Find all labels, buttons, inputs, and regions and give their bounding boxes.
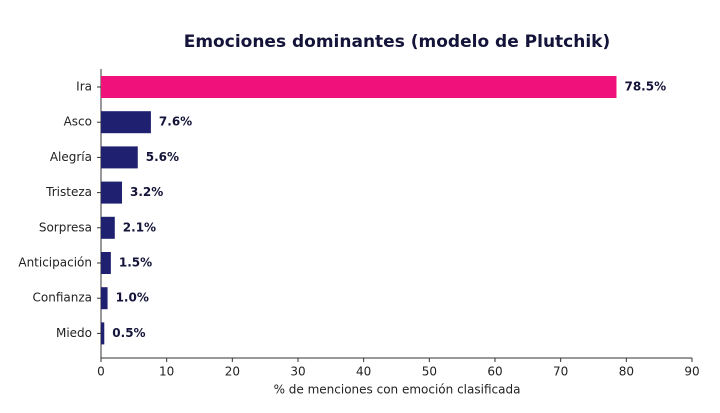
- x-axis-label: % de menciones con emoción clasificada: [274, 383, 521, 397]
- value-label: 3.2%: [130, 185, 163, 199]
- value-label: 0.5%: [112, 326, 145, 340]
- bar: [101, 287, 108, 310]
- bar: [101, 76, 617, 98]
- y-tick-label: Sorpresa: [39, 220, 92, 234]
- x-tick-label: 30: [290, 365, 305, 379]
- value-label: 7.6%: [159, 115, 192, 129]
- y-tick-label: Asco: [64, 115, 92, 129]
- bar: [101, 111, 151, 134]
- x-tick-label: 10: [159, 365, 174, 379]
- bar: [101, 252, 111, 274]
- y-tick-label: Miedo: [56, 326, 92, 340]
- chart-title: Emociones dominantes (modelo de Plutchik…: [184, 32, 611, 52]
- y-tick-label: Ira: [76, 80, 92, 94]
- value-label: 5.6%: [146, 150, 179, 164]
- x-tick-label: 20: [225, 365, 240, 379]
- bar: [101, 322, 105, 345]
- bar: [101, 146, 138, 169]
- value-label: 1.5%: [119, 256, 152, 270]
- bar: [101, 181, 123, 204]
- x-tick-label: 0: [97, 365, 105, 379]
- x-tick-label: 50: [422, 365, 437, 379]
- bar: [101, 216, 115, 239]
- x-tick-label: 70: [553, 365, 568, 379]
- value-label: 1.0%: [116, 291, 149, 305]
- x-tick-label: 90: [684, 365, 699, 379]
- y-tick-label: Alegría: [50, 150, 92, 164]
- x-tick-label: 40: [356, 365, 371, 379]
- y-tick-label: Tristeza: [45, 185, 92, 199]
- y-tick-label: Confianza: [33, 291, 93, 305]
- value-label: 78.5%: [624, 80, 666, 94]
- y-tick-label: Anticipación: [18, 256, 92, 270]
- x-tick-label: 80: [619, 365, 634, 379]
- value-label: 2.1%: [123, 220, 156, 234]
- x-tick-label: 60: [487, 365, 502, 379]
